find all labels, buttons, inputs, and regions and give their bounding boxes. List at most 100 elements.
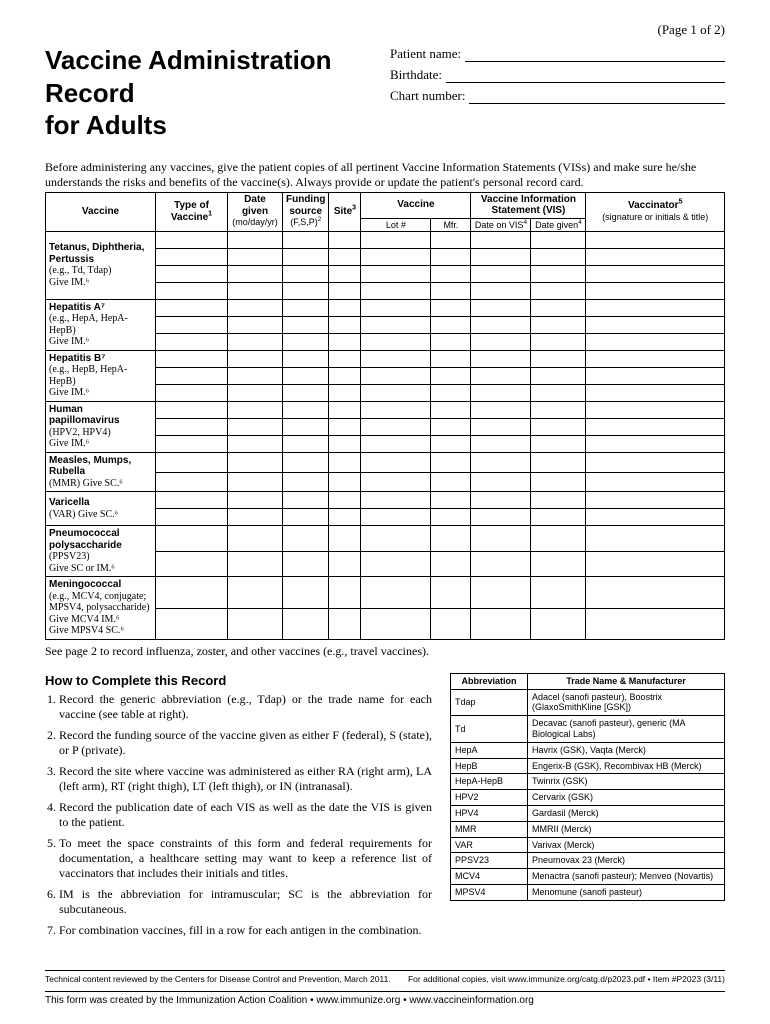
entry-cell[interactable] (431, 384, 471, 401)
entry-cell[interactable] (361, 551, 431, 577)
entry-cell[interactable] (471, 401, 531, 418)
entry-cell[interactable] (431, 608, 471, 639)
entry-cell[interactable] (471, 509, 531, 526)
entry-cell[interactable] (431, 367, 471, 384)
entry-cell[interactable] (283, 452, 329, 472)
entry-cell[interactable] (283, 577, 329, 608)
entry-cell[interactable] (228, 248, 283, 265)
entry-cell[interactable] (471, 367, 531, 384)
entry-cell[interactable] (283, 282, 329, 299)
entry-cell[interactable] (586, 316, 725, 333)
entry-cell[interactable] (361, 472, 431, 492)
entry-cell[interactable] (586, 492, 725, 509)
entry-cell[interactable] (531, 248, 586, 265)
entry-cell[interactable] (431, 492, 471, 509)
entry-cell[interactable] (361, 231, 431, 248)
entry-cell[interactable] (156, 350, 228, 367)
entry-cell[interactable] (228, 231, 283, 248)
entry-cell[interactable] (586, 299, 725, 316)
entry-cell[interactable] (156, 333, 228, 350)
entry-cell[interactable] (431, 551, 471, 577)
entry-cell[interactable] (228, 551, 283, 577)
entry-cell[interactable] (361, 248, 431, 265)
entry-cell[interactable] (329, 350, 361, 367)
entry-cell[interactable] (361, 282, 431, 299)
birthdate-field[interactable] (446, 68, 725, 83)
entry-cell[interactable] (431, 452, 471, 472)
entry-cell[interactable] (471, 526, 531, 552)
entry-cell[interactable] (228, 316, 283, 333)
entry-cell[interactable] (228, 509, 283, 526)
entry-cell[interactable] (531, 418, 586, 435)
entry-cell[interactable] (156, 316, 228, 333)
entry-cell[interactable] (471, 577, 531, 608)
entry-cell[interactable] (228, 401, 283, 418)
entry-cell[interactable] (586, 526, 725, 552)
patient-name-field[interactable] (465, 47, 725, 62)
entry-cell[interactable] (471, 384, 531, 401)
entry-cell[interactable] (586, 265, 725, 282)
entry-cell[interactable] (431, 248, 471, 265)
entry-cell[interactable] (471, 333, 531, 350)
entry-cell[interactable] (531, 367, 586, 384)
entry-cell[interactable] (586, 551, 725, 577)
entry-cell[interactable] (283, 551, 329, 577)
entry-cell[interactable] (156, 577, 228, 608)
entry-cell[interactable] (431, 282, 471, 299)
entry-cell[interactable] (283, 231, 329, 248)
entry-cell[interactable] (471, 265, 531, 282)
entry-cell[interactable] (329, 551, 361, 577)
entry-cell[interactable] (228, 384, 283, 401)
entry-cell[interactable] (361, 333, 431, 350)
entry-cell[interactable] (531, 231, 586, 248)
entry-cell[interactable] (283, 472, 329, 492)
entry-cell[interactable] (586, 384, 725, 401)
entry-cell[interactable] (283, 608, 329, 639)
entry-cell[interactable] (361, 418, 431, 435)
entry-cell[interactable] (329, 401, 361, 418)
entry-cell[interactable] (329, 265, 361, 282)
entry-cell[interactable] (329, 248, 361, 265)
entry-cell[interactable] (228, 526, 283, 552)
entry-cell[interactable] (156, 367, 228, 384)
entry-cell[interactable] (329, 608, 361, 639)
entry-cell[interactable] (156, 384, 228, 401)
entry-cell[interactable] (361, 350, 431, 367)
entry-cell[interactable] (586, 333, 725, 350)
entry-cell[interactable] (431, 350, 471, 367)
entry-cell[interactable] (431, 435, 471, 452)
entry-cell[interactable] (283, 492, 329, 509)
entry-cell[interactable] (329, 418, 361, 435)
entry-cell[interactable] (361, 299, 431, 316)
chart-number-field[interactable] (469, 89, 725, 104)
entry-cell[interactable] (471, 231, 531, 248)
entry-cell[interactable] (471, 551, 531, 577)
entry-cell[interactable] (586, 418, 725, 435)
entry-cell[interactable] (228, 435, 283, 452)
entry-cell[interactable] (531, 526, 586, 552)
entry-cell[interactable] (283, 418, 329, 435)
entry-cell[interactable] (431, 526, 471, 552)
entry-cell[interactable] (361, 367, 431, 384)
entry-cell[interactable] (586, 350, 725, 367)
entry-cell[interactable] (531, 435, 586, 452)
entry-cell[interactable] (329, 282, 361, 299)
entry-cell[interactable] (531, 333, 586, 350)
entry-cell[interactable] (586, 608, 725, 639)
entry-cell[interactable] (329, 472, 361, 492)
entry-cell[interactable] (283, 248, 329, 265)
entry-cell[interactable] (586, 577, 725, 608)
entry-cell[interactable] (431, 509, 471, 526)
entry-cell[interactable] (431, 472, 471, 492)
entry-cell[interactable] (531, 384, 586, 401)
entry-cell[interactable] (283, 265, 329, 282)
entry-cell[interactable] (156, 401, 228, 418)
entry-cell[interactable] (586, 509, 725, 526)
entry-cell[interactable] (329, 333, 361, 350)
entry-cell[interactable] (228, 608, 283, 639)
entry-cell[interactable] (586, 401, 725, 418)
entry-cell[interactable] (156, 418, 228, 435)
entry-cell[interactable] (156, 435, 228, 452)
entry-cell[interactable] (361, 316, 431, 333)
entry-cell[interactable] (228, 577, 283, 608)
